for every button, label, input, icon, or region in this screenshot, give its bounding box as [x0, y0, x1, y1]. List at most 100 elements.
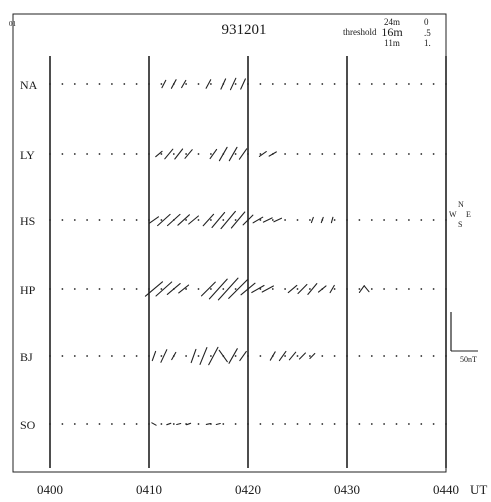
- baseline-dot: [222, 288, 225, 290]
- baseline-dot: [135, 153, 138, 155]
- baseline-dot: [259, 83, 262, 85]
- threshold-level-1: 16m: [381, 25, 403, 39]
- baseline-dot: [111, 288, 113, 290]
- baseline-dot: [135, 219, 138, 221]
- vector-hs: [320, 216, 324, 224]
- baseline-dot: [234, 355, 237, 357]
- baseline-dot: [333, 288, 336, 290]
- vector-bj: [199, 347, 208, 365]
- baseline-dot: [73, 153, 76, 155]
- x-tick-0400: 0400: [37, 482, 63, 497]
- vector-hp: [178, 284, 190, 294]
- vector-na: [170, 79, 177, 89]
- vector-ly: [209, 148, 218, 160]
- vector-so: [186, 422, 192, 426]
- baseline-dot: [98, 288, 101, 290]
- baseline-dot: [86, 355, 88, 357]
- baseline-dot: [259, 423, 262, 425]
- baseline-dot: [395, 153, 398, 155]
- baseline-dot: [111, 83, 113, 85]
- chart-title: 931201: [222, 22, 267, 38]
- vector-hp: [287, 284, 298, 294]
- baseline-dot: [197, 83, 200, 85]
- station-label-so: SO: [20, 418, 36, 432]
- baseline-dot: [420, 153, 423, 155]
- x-tick-0410: 0410: [136, 482, 162, 497]
- threshold-label: threshold: [343, 27, 377, 37]
- vector-hp: [155, 281, 173, 297]
- baseline-dot: [395, 423, 398, 425]
- baseline-dot: [408, 355, 410, 357]
- vector-marks: [144, 77, 370, 426]
- baseline-dot: [73, 288, 76, 290]
- baseline-dot: [259, 153, 262, 155]
- baseline-dot: [197, 423, 200, 425]
- threshold-level-0: 24m: [384, 17, 400, 27]
- baseline-dot: [358, 423, 361, 425]
- threshold-level-2: 11m: [384, 38, 400, 48]
- vector-hs: [177, 214, 190, 226]
- vector-hp: [261, 285, 274, 293]
- vector-na: [229, 77, 237, 91]
- baseline-dot: [395, 355, 398, 357]
- baseline-dot: [383, 219, 385, 221]
- baseline-dot: [234, 288, 237, 290]
- vector-hp: [217, 277, 239, 301]
- baseline-dot: [296, 288, 299, 290]
- vector-na: [181, 79, 187, 89]
- vector-na: [205, 79, 212, 89]
- x-unit-label: UT: [470, 482, 487, 497]
- baseline-dot: [185, 153, 188, 155]
- station-label-bj: BJ: [20, 350, 33, 364]
- baseline-dot: [271, 423, 274, 425]
- baseline-dot: [61, 83, 64, 85]
- baseline-dot: [234, 153, 237, 155]
- baseline-dot: [309, 423, 311, 425]
- baseline-dot: [210, 355, 212, 357]
- baseline-dot: [284, 153, 286, 155]
- plot-frame: [12, 13, 447, 473]
- vector-bj: [151, 350, 157, 362]
- baseline-dot: [61, 355, 64, 357]
- vector-hp: [240, 282, 256, 296]
- baseline-dot: [185, 219, 188, 221]
- vector-hp: [228, 279, 249, 299]
- baseline-dot: [135, 288, 138, 290]
- vector-hp: [358, 285, 365, 293]
- baseline-dot: [185, 355, 188, 357]
- compass-w: W: [449, 210, 457, 219]
- baseline-dot: [98, 83, 101, 85]
- baseline-dot: [111, 153, 113, 155]
- baseline-dot: [123, 153, 126, 155]
- baseline-dot: [358, 355, 361, 357]
- baseline-dot: [333, 83, 336, 85]
- baseline-dot: [284, 423, 286, 425]
- baseline-dot: [309, 355, 311, 357]
- vector-ly: [238, 148, 248, 160]
- baseline-dot: [123, 355, 126, 357]
- baseline-dot: [432, 153, 435, 155]
- baseline-dot: [160, 288, 163, 290]
- compass-e: E: [466, 210, 471, 219]
- baseline-dot: [61, 288, 64, 290]
- vector-hs: [211, 211, 226, 229]
- baseline-dot: [111, 355, 113, 357]
- baseline-dot: [408, 423, 410, 425]
- baseline-dot: [61, 153, 64, 155]
- vector-so: [151, 422, 157, 426]
- vector-hp: [317, 285, 327, 293]
- baseline-dot: [185, 288, 188, 290]
- vector-hs: [157, 213, 171, 227]
- vector-bj: [269, 351, 276, 361]
- baseline-dot: [284, 219, 286, 221]
- threshold-table: 24m 16m 11m 0 .5 1.: [381, 17, 431, 48]
- vector-hs: [273, 217, 283, 223]
- baseline-dot: [160, 423, 163, 425]
- baseline-dot: [259, 355, 262, 357]
- baseline-dot: [383, 153, 385, 155]
- vector-bj: [171, 351, 177, 361]
- threshold-value-0: 0: [424, 17, 429, 27]
- baseline-dot: [135, 83, 138, 85]
- vector-ly: [155, 150, 163, 158]
- station-label-hp: HP: [20, 283, 36, 297]
